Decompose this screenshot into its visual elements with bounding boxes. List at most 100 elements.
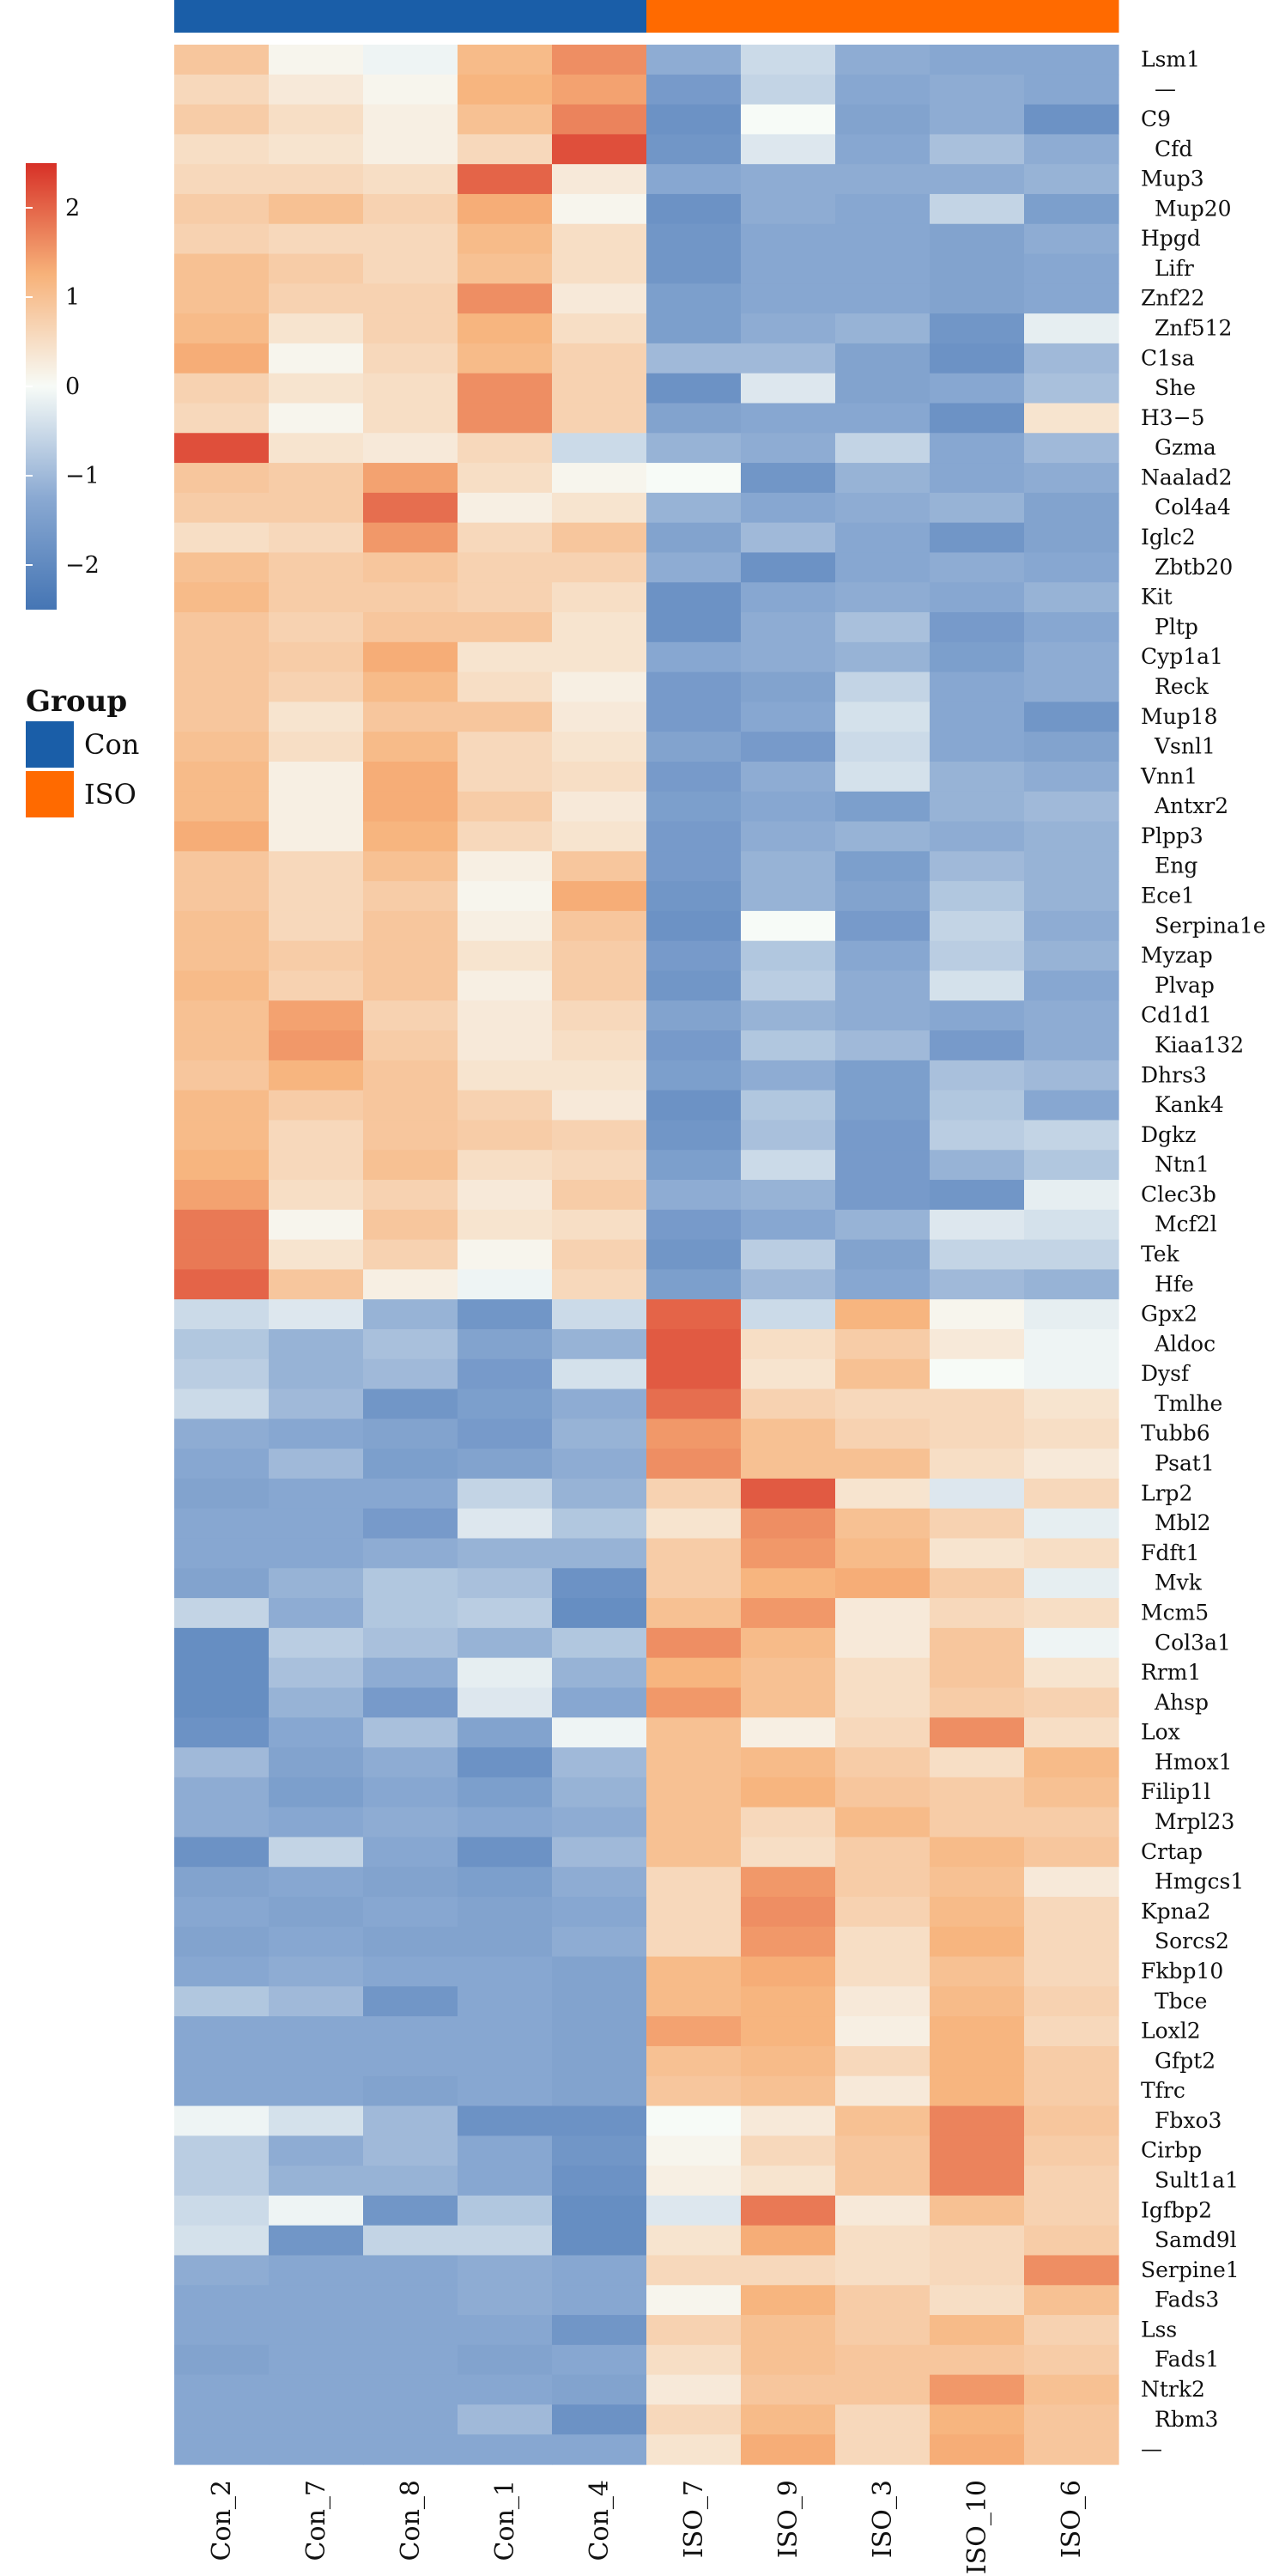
heatmap-cell: [741, 74, 836, 106]
heatmap-cell: [363, 2255, 458, 2286]
heatmap-cell: [835, 1090, 931, 1121]
heatmap-cell: [552, 1926, 647, 1958]
heatmap-cell: [363, 463, 458, 494]
heatmap-cell: [835, 2195, 931, 2227]
heatmap-cell: [930, 1180, 1025, 1211]
heatmap-cell: [458, 1328, 553, 1360]
heatmap-cell: [174, 1358, 270, 1390]
heatmap-cell: [1024, 761, 1119, 793]
heatmap-cell: [363, 1239, 458, 1270]
heatmap-cell: [930, 463, 1025, 494]
heatmap-cell: [835, 2434, 931, 2465]
heatmap-cell: [1024, 1269, 1119, 1300]
heatmap-cell: [363, 1538, 458, 1569]
heatmap-cell: [174, 791, 270, 823]
heatmap-cell: [741, 373, 836, 404]
heatmap-cell: [552, 1299, 647, 1330]
heatmap-cell: [174, 1538, 270, 1569]
heatmap-cell: [835, 881, 931, 912]
heatmap-cell: [174, 433, 270, 464]
heatmap-cell: [269, 1209, 364, 1241]
group-legend-label: ISO: [84, 778, 136, 811]
row-label: Clec3b: [1141, 1182, 1216, 1206]
heatmap-cell: [646, 104, 742, 135]
heatmap-cell: [646, 1299, 742, 1330]
heatmap-cell: [552, 1956, 647, 1987]
heatmap-cell: [552, 283, 647, 314]
heatmap-cell: [930, 1896, 1025, 1928]
heatmap-cell: [646, 791, 742, 823]
heatmap-cell: [741, 403, 836, 434]
heatmap-cell: [174, 193, 270, 225]
heatmap-cell: [552, 2434, 647, 2465]
heatmap-cell: [741, 821, 836, 852]
heatmap-cell: [269, 2255, 364, 2286]
heatmap-cell: [1024, 671, 1119, 702]
heatmap-cell: [458, 1986, 553, 2017]
heatmap-cell: [363, 1030, 458, 1061]
heatmap-cell: [1024, 1837, 1119, 1868]
heatmap-cell: [741, 1508, 836, 1540]
heatmap-cell: [646, 223, 742, 255]
heatmap-cell: [458, 45, 553, 76]
heatmap-cell: [646, 74, 742, 106]
heatmap-cell: [1024, 641, 1119, 673]
heatmap-cell: [552, 343, 647, 374]
heatmap-cell: [1024, 1419, 1119, 1449]
row-label: Mcf2l: [1155, 1212, 1217, 1236]
heatmap-cell: [1024, 612, 1119, 643]
heatmap-cell: [552, 1239, 647, 1270]
column-labels: Con_2 Con_7 Con_8 Con_1 Con_4 ISO_7 ISO_9 ISO_3…: [207, 2480, 1087, 2574]
heatmap-cell: [174, 343, 270, 374]
heatmap-cell: [741, 851, 836, 882]
heatmap-cell: [930, 134, 1025, 165]
heatmap-cell: [363, 522, 458, 554]
heatmap-cell: [1024, 552, 1119, 583]
heatmap-cell: [174, 1986, 270, 2017]
heatmap-cell: [1024, 1777, 1119, 1808]
heatmap-cell: [741, 910, 836, 942]
heatmap-cell: [363, 702, 458, 732]
heatmap-cell: [269, 1239, 364, 1270]
row-label: Rbm3: [1155, 2407, 1218, 2432]
heatmap-cell: [646, 732, 742, 762]
heatmap-cell: [458, 522, 553, 554]
heatmap-cell: [174, 1478, 270, 1510]
row-label: Fbxo3: [1155, 2108, 1222, 2133]
heatmap-cell: [835, 2374, 931, 2406]
row-label: Serpina1e: [1155, 913, 1266, 938]
heatmap-cell: [930, 1568, 1025, 1599]
heatmap-cell: [552, 1657, 647, 1689]
row-label: Plvap: [1155, 973, 1215, 998]
heatmap-cell: [741, 612, 836, 643]
heatmap-cell: [1024, 1180, 1119, 1211]
heatmap-cell: [269, 522, 364, 554]
heatmap-cell: [552, 134, 647, 165]
heatmap-cell: [930, 671, 1025, 702]
heatmap-cell: [741, 1867, 836, 1898]
heatmap-cell: [646, 1986, 742, 2017]
heatmap-cell: [930, 1090, 1025, 1121]
heatmap-cell: [458, 2374, 553, 2406]
heatmap-cell: [646, 343, 742, 374]
heatmap-cell: [646, 134, 742, 165]
heatmap-cell: [458, 2195, 553, 2227]
row-label: Ntrk2: [1141, 2377, 1205, 2402]
heatmap-cell: [458, 671, 553, 702]
heatmap-cell: [1024, 1508, 1119, 1540]
heatmap-cell: [458, 1239, 553, 1270]
heatmap-cell: [1024, 2225, 1119, 2257]
row-label: Kiaa132: [1155, 1032, 1244, 1057]
heatmap-cell: [269, 1419, 364, 1449]
heatmap-cell: [1024, 970, 1119, 1001]
row-label: Hmox1: [1155, 1749, 1233, 1774]
heatmap-cell: [835, 970, 931, 1001]
heatmap-cell: [552, 851, 647, 882]
heatmap-cell: [363, 2315, 458, 2346]
row-label: Vsnl1: [1154, 734, 1215, 759]
heatmap-cell: [458, 2075, 553, 2107]
heatmap-cell: [646, 2344, 742, 2376]
heatmap-cell: [552, 881, 647, 912]
heatmap-cell: [458, 1000, 553, 1031]
heatmap-cell: [1024, 1150, 1119, 1181]
